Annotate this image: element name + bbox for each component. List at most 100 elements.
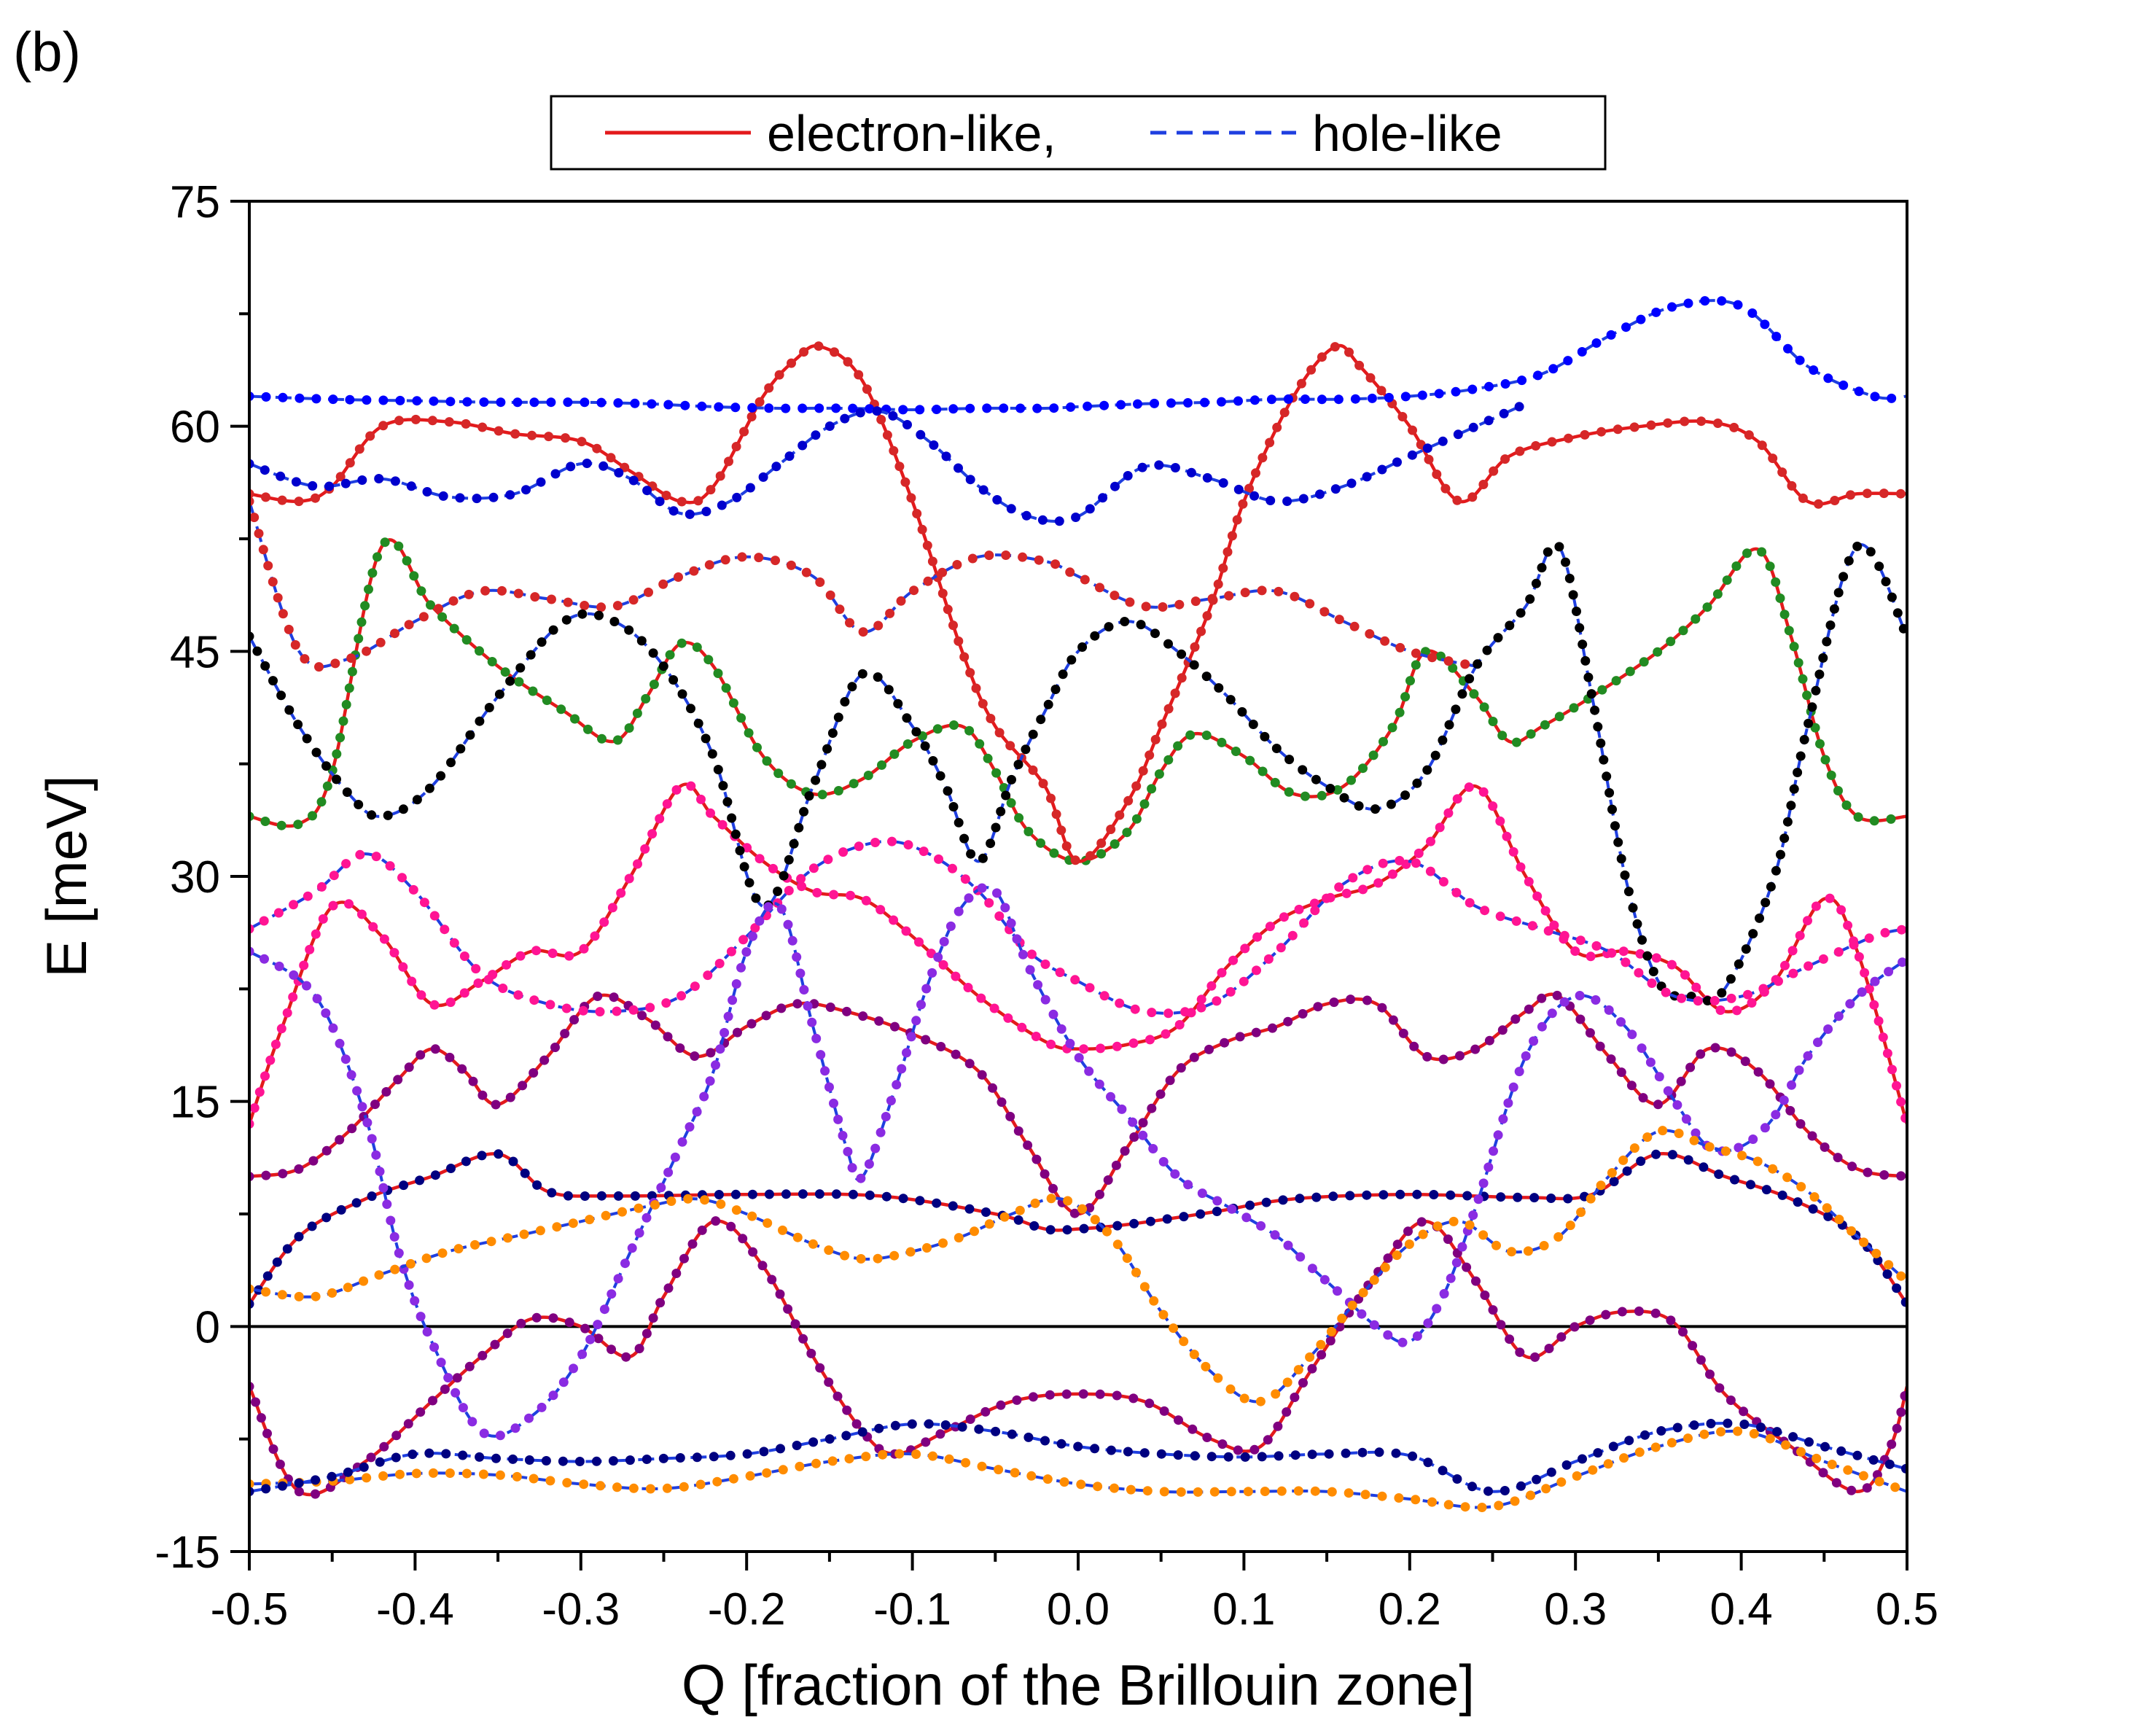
data-point-11 bbox=[416, 1312, 426, 1322]
data-point-1 bbox=[706, 485, 716, 495]
data-point-9 bbox=[693, 718, 703, 728]
data-point-8 bbox=[1395, 642, 1405, 653]
data-point-14 bbox=[1438, 1466, 1448, 1476]
data-point-9 bbox=[833, 712, 843, 723]
data-point-1 bbox=[1257, 453, 1268, 463]
data-point-7 bbox=[1249, 491, 1260, 501]
data-point-2 bbox=[812, 887, 822, 898]
data-point-11 bbox=[916, 1000, 926, 1010]
data-point-12 bbox=[1478, 1230, 1489, 1240]
data-point-4 bbox=[580, 1191, 590, 1201]
data-point-10 bbox=[870, 838, 881, 847]
data-point-9 bbox=[1136, 620, 1146, 630]
data-point-2 bbox=[829, 890, 839, 900]
data-point-1 bbox=[1424, 454, 1434, 464]
data-point-5 bbox=[842, 1405, 852, 1415]
data-point-2 bbox=[1873, 1016, 1884, 1026]
data-point-13 bbox=[1603, 1459, 1613, 1469]
legend-hole-label: hole-like bbox=[1312, 105, 1502, 162]
data-point-2 bbox=[768, 863, 778, 873]
data-point-12 bbox=[1859, 1237, 1869, 1247]
data-point-1 bbox=[1265, 437, 1275, 448]
data-point-2 bbox=[459, 988, 469, 998]
data-point-6 bbox=[1667, 302, 1677, 312]
data-point-8 bbox=[658, 579, 668, 589]
data-point-1 bbox=[746, 412, 757, 421]
data-point-14 bbox=[1123, 1447, 1133, 1457]
data-point-11 bbox=[1074, 1053, 1084, 1063]
data-point-13 bbox=[662, 1483, 672, 1493]
data-point-6 bbox=[714, 402, 724, 412]
data-point-2 bbox=[1031, 1032, 1041, 1041]
data-point-8 bbox=[530, 592, 540, 602]
data-point-4 bbox=[781, 1189, 791, 1199]
data-point-9 bbox=[1833, 588, 1844, 598]
data-point-3 bbox=[1879, 1170, 1890, 1180]
data-point-10 bbox=[1709, 996, 1720, 1005]
data-point-3 bbox=[1235, 1032, 1245, 1042]
data-point-8 bbox=[1349, 621, 1360, 631]
data-point-11 bbox=[510, 1423, 520, 1433]
data-point-9 bbox=[804, 791, 814, 801]
data-point-6 bbox=[1500, 379, 1510, 389]
data-point-8 bbox=[689, 566, 699, 576]
data-point-12 bbox=[1169, 1323, 1179, 1334]
data-point-0 bbox=[649, 680, 659, 690]
data-point-7 bbox=[1266, 496, 1276, 505]
data-point-12 bbox=[1565, 1221, 1575, 1231]
data-point-0 bbox=[1400, 692, 1411, 702]
data-point-8 bbox=[1050, 559, 1061, 569]
data-point-11 bbox=[1691, 1128, 1701, 1138]
data-point-0 bbox=[676, 638, 687, 648]
data-point-2 bbox=[624, 873, 634, 884]
data-point-1 bbox=[1547, 437, 1557, 447]
data-point-6 bbox=[1823, 373, 1833, 384]
data-point-0 bbox=[1122, 828, 1132, 838]
data-point-14 bbox=[1223, 1452, 1233, 1462]
data-point-10 bbox=[1804, 961, 1814, 971]
data-point-3 bbox=[381, 1087, 391, 1097]
data-point-2 bbox=[1196, 994, 1206, 1005]
data-point-7 bbox=[941, 451, 951, 462]
data-point-13 bbox=[1749, 1428, 1759, 1439]
data-point-13 bbox=[1010, 1468, 1020, 1478]
data-point-5 bbox=[1634, 1306, 1644, 1316]
data-point-6 bbox=[915, 405, 925, 415]
data-point-6 bbox=[663, 400, 674, 410]
data-point-7 bbox=[840, 413, 850, 424]
data-point-10 bbox=[1196, 1003, 1206, 1013]
data-point-12 bbox=[421, 1253, 432, 1264]
data-point-0 bbox=[402, 556, 412, 566]
data-point-5 bbox=[1249, 1444, 1260, 1455]
data-point-4 bbox=[1609, 1177, 1619, 1186]
data-point-14 bbox=[311, 1475, 321, 1485]
data-point-0 bbox=[1217, 737, 1227, 747]
data-point-12 bbox=[1090, 1215, 1100, 1225]
data-point-13 bbox=[1093, 1482, 1103, 1492]
data-point-7 bbox=[550, 469, 561, 479]
data-point-5 bbox=[1282, 1407, 1292, 1417]
data-point-10 bbox=[1661, 987, 1671, 997]
data-point-14 bbox=[1391, 1448, 1401, 1458]
data-point-0 bbox=[1023, 827, 1034, 836]
data-point-12 bbox=[1337, 1313, 1347, 1323]
data-point-10 bbox=[1677, 993, 1687, 1003]
data-point-11 bbox=[1654, 1072, 1664, 1082]
data-point-5 bbox=[1095, 1389, 1105, 1399]
data-point-1 bbox=[1028, 765, 1038, 775]
data-point-9 bbox=[1717, 988, 1727, 998]
data-point-0 bbox=[1300, 791, 1310, 801]
data-point-11 bbox=[1457, 1242, 1467, 1252]
data-point-12 bbox=[1782, 1172, 1793, 1183]
data-point-0 bbox=[713, 669, 723, 678]
data-point-4 bbox=[714, 1190, 724, 1199]
data-point-11 bbox=[375, 1167, 385, 1177]
data-point-12 bbox=[1871, 1248, 1882, 1258]
data-point-8 bbox=[801, 567, 811, 577]
data-point-5 bbox=[294, 1487, 304, 1497]
data-point-1 bbox=[1613, 424, 1623, 435]
data-point-3 bbox=[1048, 1183, 1058, 1194]
data-point-13 bbox=[1360, 1490, 1370, 1500]
data-point-13 bbox=[1142, 1486, 1153, 1496]
data-point-9 bbox=[727, 813, 737, 823]
